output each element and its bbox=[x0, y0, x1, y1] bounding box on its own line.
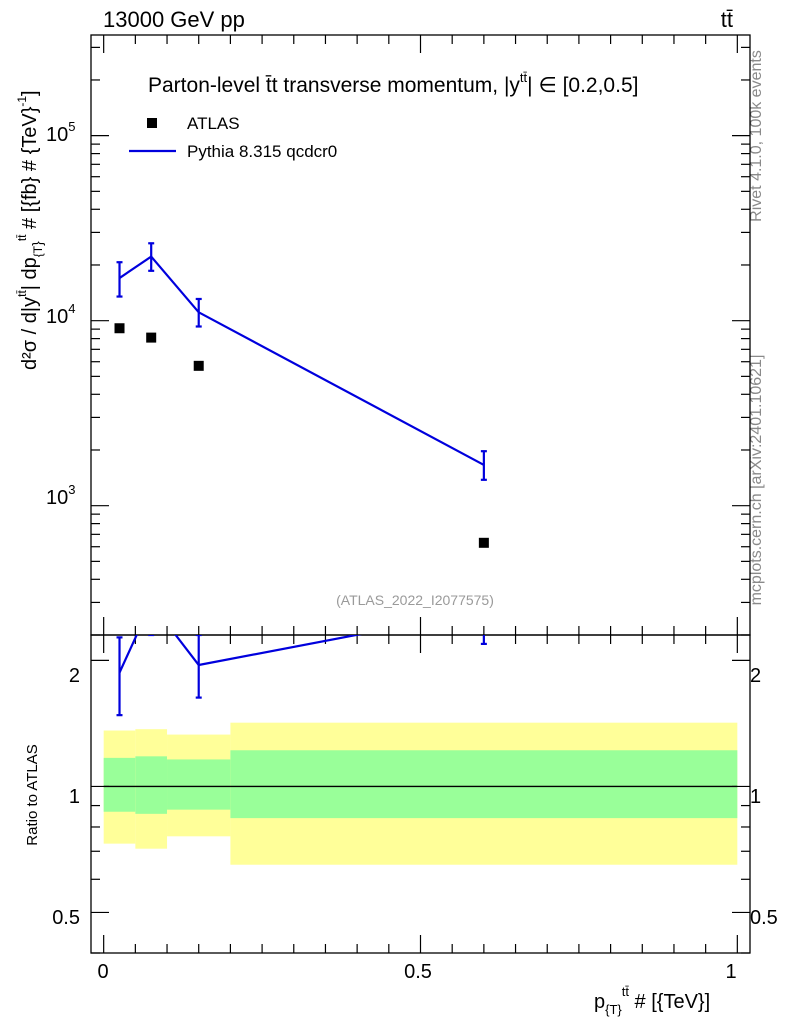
ytick-label-1e5: 105 bbox=[46, 119, 75, 146]
xtick-labels: 0 0.5 1 bbox=[97, 961, 736, 983]
legend-atlas-marker bbox=[147, 118, 157, 128]
ratio-ytick-2-left: 2 bbox=[69, 665, 80, 687]
ratio-inner-band bbox=[167, 759, 231, 810]
ratio-ytick-0.5-right: 0.5 bbox=[750, 907, 778, 929]
xtick-label-0: 0 bbox=[97, 961, 108, 983]
atlas-data-point bbox=[114, 323, 125, 334]
main-ylabel: d²σ / d|ytt̄| dp{T}tt̄ # [{fb} # {TeV}-1… bbox=[15, 90, 45, 370]
ratio-ytick-2-right: 2 bbox=[750, 665, 761, 687]
legend-atlas-label: ATLAS bbox=[187, 114, 240, 133]
mcplots-label: mcplots.cern.ch [arXiv:2401.10621] bbox=[748, 355, 765, 606]
main-ytick-labels: 103 104 105 bbox=[46, 119, 75, 509]
atlas-data-point bbox=[193, 360, 204, 371]
ytick-label-1e3: 103 bbox=[46, 482, 75, 509]
ratio-inner-band bbox=[103, 757, 136, 812]
xaxis-label: p{T}tt̄ # [{TeV}] bbox=[594, 984, 710, 1017]
xtick-label-0.5: 0.5 bbox=[404, 961, 432, 983]
analysis-watermark: (ATLAS_2022_I2077575) bbox=[336, 592, 494, 608]
ratio-ytick-1-right: 1 bbox=[750, 786, 761, 808]
main-title: Parton-level t̄t transverse momentum, |y… bbox=[148, 70, 638, 97]
ratio-inner-band bbox=[135, 756, 168, 814]
atlas-data-point bbox=[146, 332, 157, 343]
ratio-inner-band bbox=[230, 750, 738, 819]
main-title-sup: tt̄ bbox=[520, 70, 528, 85]
mc-ratio-line bbox=[118, 635, 362, 674]
ratio-ytick-1-left: 1 bbox=[69, 786, 80, 808]
ratio-ylabel: Ratio to ATLAS bbox=[24, 744, 41, 845]
main-title-suffix: | ∈ [0.2,0.5] bbox=[527, 74, 638, 97]
ratio-ytick-labels: 0.5 1 2 0.5 1 2 bbox=[52, 665, 778, 929]
rivet-label: Rivet 4.1.0, 100k events bbox=[748, 50, 765, 222]
xtick-label-1: 1 bbox=[725, 961, 736, 983]
process-label: tt̄ bbox=[721, 7, 733, 32]
ratio-ytick-0.5-left: 0.5 bbox=[52, 907, 80, 929]
main-title-text: Parton-level t̄t transverse momentum, |y bbox=[148, 74, 520, 97]
atlas-data-point bbox=[478, 537, 489, 548]
ytick-label-1e4: 104 bbox=[46, 301, 75, 328]
mc-series-line bbox=[118, 255, 485, 466]
legend-mc-label: Pythia 8.315 qcdcr0 bbox=[187, 142, 337, 161]
energy-label: 13000 GeV pp bbox=[103, 7, 245, 32]
